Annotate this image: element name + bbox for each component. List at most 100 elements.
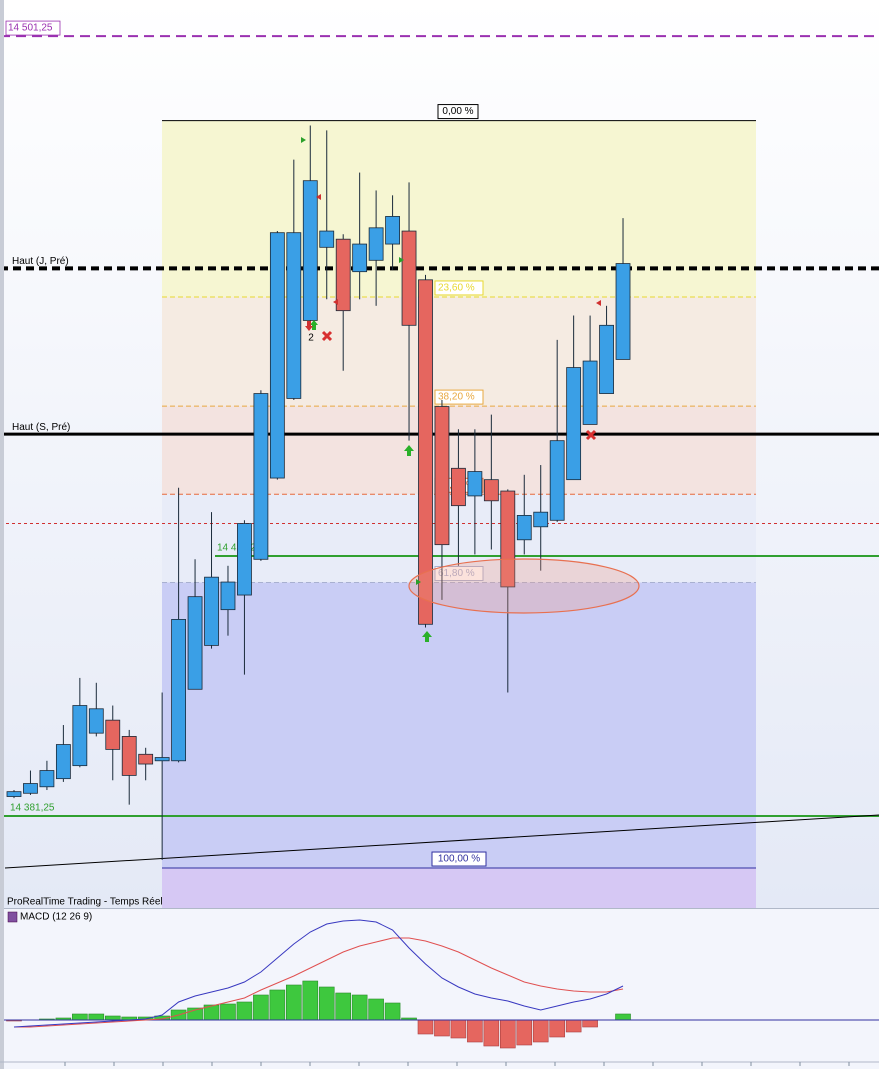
level-label: 14 381,25 [10,803,55,814]
candle-body [483,479,499,502]
fib-label-box [434,280,484,296]
candle-body [434,406,450,546]
fib-label-box [431,851,487,867]
histogram-bar [450,1019,467,1039]
level-label: 14 501,25 [8,23,53,34]
candle-body [500,490,516,588]
histogram-bar [302,980,319,1021]
candle-body [599,324,614,394]
macd-title: MACD (12 26 9) [20,912,92,923]
macd-line [13,919,624,1028]
candle-body [55,744,71,780]
candle-body [467,471,483,497]
fib-zone [162,868,756,908]
candle-body [187,596,203,690]
fib-label-box [434,389,484,405]
candle-body [549,440,565,521]
histogram-bar [434,1019,450,1037]
fib-zone [162,582,756,869]
marker-label: 2 [308,333,314,344]
fib-label: 0,00 % [442,106,473,117]
candle-body [88,708,104,734]
histogram-bar [384,1002,401,1021]
candle-body [154,757,170,762]
candle-body [269,232,285,479]
histogram-bar [368,998,384,1021]
histogram-bar [516,1019,533,1046]
fib-zone [162,296,756,407]
exit-cross [585,429,597,441]
candle-body [319,230,335,248]
candle-body [171,619,187,762]
candle-body [39,770,55,788]
buy-triangle [301,137,306,143]
sell-triangle [333,299,338,305]
level-label-box [5,20,61,36]
up-arrow [422,631,432,642]
trend-line [4,814,879,869]
candle-body [418,279,433,625]
candle-body [451,467,466,507]
sell-triangle [316,194,321,200]
candle-body [72,705,88,767]
macd-background [0,908,879,1069]
candle-body [253,393,269,560]
candle-body [368,227,384,261]
sell-triangle [596,300,601,306]
histogram-bar [253,994,269,1021]
histogram-bar [565,1019,582,1033]
fib-label: 100,00 % [438,854,480,865]
histogram-bar [467,1019,483,1043]
fib-label-box [437,104,479,120]
histogram-bar [220,1003,236,1021]
histogram-bar [335,992,352,1021]
up-arrow [310,320,318,330]
candle-body [401,230,417,326]
fib-label-box [434,565,484,581]
histogram-bar [499,1019,516,1049]
markers: 2 [301,137,601,642]
candle-body [23,783,38,794]
fib-label: 38,20 % [438,392,475,403]
candle-body [220,581,236,611]
up-arrow [404,445,414,456]
candle-body [138,753,154,765]
buy-triangle [399,257,404,263]
left-edge [0,0,4,1069]
exit-cross [321,330,333,342]
candle-body [302,180,318,321]
fib-zone [162,120,756,297]
histogram-bar [615,1013,631,1021]
candle-body [566,367,582,481]
histogram-bar [549,1019,565,1038]
histogram-bar [351,994,368,1021]
candle-body [533,511,549,528]
candle-body [516,515,532,541]
level-label: Haut (J, Pré) [12,256,69,267]
histogram-bar [88,1013,105,1021]
down-arrow [305,321,313,331]
fib-label: 61,80 % [438,568,475,579]
histogram-bar [286,984,302,1021]
macd-icon [7,911,18,923]
histogram-bar [483,1019,500,1047]
candle-body [615,263,631,360]
candle-body [335,238,351,312]
histogram-bar [72,1013,88,1021]
histogram-bar [318,986,335,1021]
fib-label: 23,60 % [438,283,475,294]
candle-body [6,791,22,797]
level-label: Haut (S, Pré) [12,422,70,433]
buy-triangle [416,579,421,585]
signal-line [14,937,624,1028]
histogram-bar [417,1019,434,1035]
source-label: ProRealTime Trading - Temps Réel [7,897,163,908]
candle-body [105,719,121,750]
candle-body [286,232,302,399]
histogram-bar [582,1019,598,1028]
highlight-ellipse [408,558,640,614]
candle-body [352,243,368,273]
candle-body [121,736,137,776]
histogram-bar [269,989,286,1021]
